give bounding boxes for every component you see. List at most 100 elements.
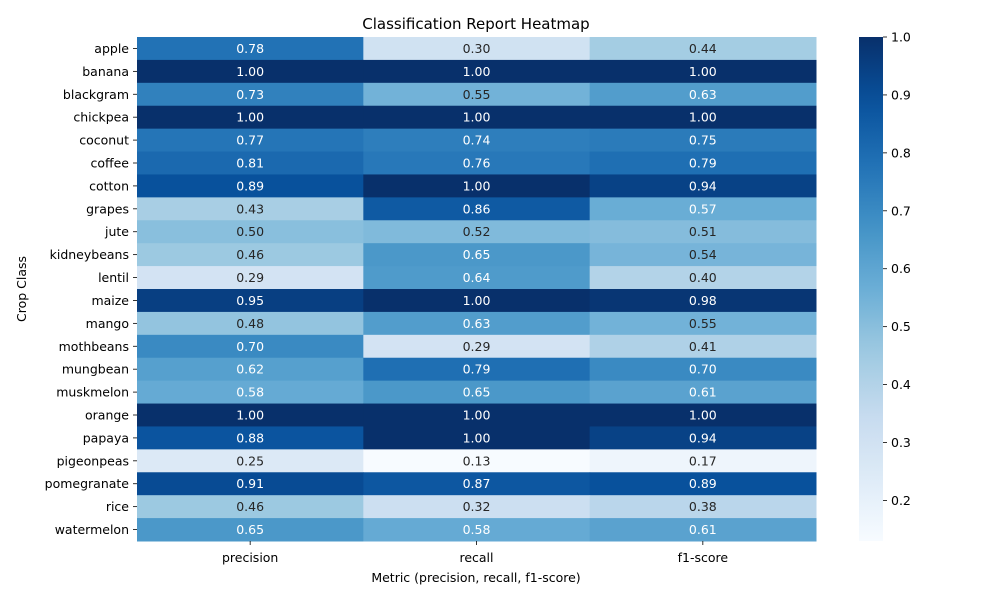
colorbar-tick-label: 0.6 — [891, 261, 911, 276]
cell-value-label: 0.91 — [236, 476, 264, 491]
cell-value-label: 1.00 — [463, 178, 491, 193]
cell-value-label: 0.89 — [689, 476, 717, 491]
heatmap-cell — [137, 518, 364, 542]
cell-value-label: 0.77 — [236, 133, 264, 148]
heatmap-cell — [137, 105, 364, 130]
cell-value-label: 0.95 — [236, 293, 264, 308]
y-tick-label: mango — [86, 316, 129, 331]
heatmap-cell — [137, 495, 364, 519]
heatmap-cell — [137, 59, 364, 84]
y-tick-label: rice — [106, 499, 129, 514]
cell-value-label: 1.00 — [463, 110, 491, 125]
heatmap-cell — [137, 449, 364, 473]
cell-value-label: 0.43 — [236, 201, 264, 216]
cell-value-label: 0.94 — [689, 430, 717, 445]
heatmap-cell — [363, 82, 591, 107]
y-tick-label: blackgram — [63, 87, 129, 102]
heatmap-cell — [363, 380, 591, 405]
heatmap-cell — [363, 289, 591, 313]
heatmap-cell — [137, 37, 364, 61]
heatmap-cell — [137, 472, 364, 496]
y-tick-label: pomegranate — [45, 476, 130, 491]
cell-value-label: 0.64 — [463, 270, 491, 285]
heatmap-cell — [363, 174, 591, 198]
cell-value-label: 0.41 — [689, 339, 717, 354]
cell-value-label: 0.58 — [463, 522, 491, 537]
heatmap-cell — [363, 105, 591, 130]
x-axis-label: Metric (precision, recall, f1-score) — [371, 570, 580, 585]
y-tick-label: mungbean — [62, 362, 129, 377]
y-tick-label: kidneybeans — [50, 247, 129, 262]
heatmap-cell — [137, 197, 364, 221]
cell-value-label: 0.70 — [689, 362, 717, 377]
heatmap-cell — [589, 151, 817, 175]
colorbar: 0.2 0.3 0.4 0.5 0.6 0.7 0.8 0.9 1.0 — [859, 30, 911, 541]
y-tick-label: banana — [82, 64, 129, 79]
heatmap-cell — [589, 128, 817, 153]
heatmap-cell — [363, 449, 591, 473]
cell-value-label: 0.55 — [689, 316, 717, 331]
heatmap-cell — [363, 426, 591, 450]
cell-value-label: 0.46 — [236, 247, 264, 262]
cell-value-label: 0.61 — [689, 385, 717, 400]
heatmap-cell — [137, 357, 364, 382]
cell-value-label: 0.61 — [689, 522, 717, 537]
heatmap-cell — [363, 357, 591, 382]
heatmap-cell — [363, 472, 591, 496]
heatmap-cell — [363, 243, 591, 267]
cell-value-label: 0.65 — [463, 385, 491, 400]
heatmap-cell — [137, 289, 364, 313]
colorbar-tick-label: 0.3 — [891, 435, 911, 450]
heatmap-cell — [589, 334, 817, 359]
colorbar-ticks: 0.2 0.3 0.4 0.5 0.6 0.7 0.8 0.9 1.0 — [883, 30, 911, 508]
cell-value-label: 0.86 — [463, 201, 491, 216]
y-tick-label: chickpea — [73, 110, 129, 125]
x-tick-label: recall — [459, 550, 493, 565]
heatmap-cell — [363, 334, 591, 359]
colorbar-tick-label: 0.2 — [891, 493, 911, 508]
cell-value-label: 0.50 — [236, 224, 264, 239]
heatmap-cell — [589, 197, 817, 221]
heatmap-cell — [363, 37, 591, 61]
heatmap-cell — [589, 266, 817, 290]
heatmap-cell — [363, 151, 591, 175]
cell-value-label: 0.89 — [236, 178, 264, 193]
cell-value-label: 0.65 — [236, 522, 264, 537]
heatmap-cell — [589, 243, 817, 267]
heatmap-cell — [589, 37, 817, 61]
y-tick-label: muskmelon — [56, 385, 129, 400]
cell-value-label: 1.00 — [463, 64, 491, 79]
cell-value-label: 0.44 — [689, 41, 717, 56]
heatmap-cells — [137, 37, 817, 542]
cell-value-label: 1.00 — [689, 110, 717, 125]
heatmap-cell — [363, 495, 591, 519]
colorbar-tick-label: 0.8 — [891, 145, 911, 160]
cell-value-label: 1.00 — [236, 110, 264, 125]
heatmap-cell — [137, 426, 364, 450]
cell-value-label: 1.00 — [689, 408, 717, 423]
heatmap-cell — [137, 334, 364, 359]
heatmap-cell — [589, 380, 817, 405]
heatmap-cell — [137, 128, 364, 153]
cell-value-label: 0.70 — [236, 339, 264, 354]
cell-value-label: 0.54 — [689, 247, 717, 262]
heatmap-cell — [363, 518, 591, 542]
cell-value-label: 0.62 — [236, 362, 264, 377]
y-tick-label: watermelon — [55, 522, 129, 537]
y-tick-label: maize — [91, 293, 129, 308]
y-axis-label: Crop Class — [14, 256, 29, 322]
cell-value-label: 0.73 — [236, 87, 264, 102]
heatmap-cell — [589, 495, 817, 519]
cell-value-label: 0.79 — [689, 156, 717, 171]
cell-value-label: 1.00 — [689, 64, 717, 79]
heatmap-cell — [363, 266, 591, 290]
heatmap-cell — [589, 105, 817, 130]
cell-value-label: 1.00 — [463, 408, 491, 423]
heatmap-cell — [137, 311, 364, 336]
y-tick-label: grapes — [86, 201, 129, 216]
heatmap-cell — [137, 266, 364, 290]
cell-value-label: 0.98 — [689, 293, 717, 308]
cell-value-label: 0.32 — [463, 499, 491, 514]
heatmap-cell — [589, 403, 817, 427]
